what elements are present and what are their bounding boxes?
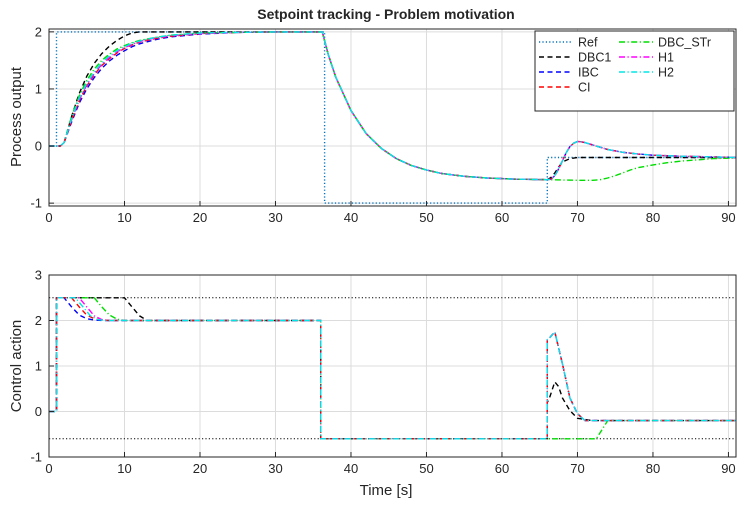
y-tick-label: 2: [35, 24, 42, 39]
series-line-dbc1: [49, 31, 736, 181]
legend-item: Ref: [539, 36, 598, 50]
legend-label: H2: [658, 66, 674, 80]
x-axis-label: Time [s]: [360, 482, 413, 499]
legend-item: DBC1: [539, 51, 611, 65]
series-group: [49, 31, 737, 204]
series-line-dbc1: [49, 297, 736, 440]
y-tick-label: -1: [30, 196, 42, 211]
x-tick-label: 30: [268, 210, 282, 225]
x-tick-label: 40: [344, 210, 358, 225]
legend-item: H2: [619, 66, 674, 80]
legend-label: Ref: [578, 36, 598, 50]
chart-title: Setpoint tracking - Problem motivation: [257, 6, 514, 22]
legend-label: IBC: [578, 66, 599, 80]
y-tick-label: -1: [30, 450, 42, 465]
legend-label: H1: [658, 51, 674, 65]
y-tick-label: 1: [35, 81, 42, 96]
legend-label: DBC_STr: [658, 36, 711, 50]
x-tick-label: 0: [45, 210, 52, 225]
legend-item: H1: [619, 51, 674, 65]
x-tick-label: 0: [45, 461, 52, 476]
series-line-h2: [49, 297, 736, 440]
x-tick-label: 70: [570, 210, 584, 225]
axes-frame: [48, 28, 737, 207]
x-tick-label: 50: [419, 210, 433, 225]
x-tick-label: 60: [495, 210, 509, 225]
legend-box: [534, 30, 735, 112]
legend-item: IBC: [539, 66, 599, 80]
y-tick-label: 2: [35, 313, 42, 328]
x-tick-label: 10: [117, 210, 131, 225]
series-line-h2: [49, 31, 737, 181]
legend-label: CI: [578, 81, 591, 95]
limit-lines: [49, 297, 736, 440]
y-tick-label: 1: [35, 359, 42, 374]
x-tick-label: 80: [646, 210, 660, 225]
x-tick-label: 10: [117, 461, 131, 476]
y-axis-label: Process output: [8, 66, 25, 167]
x-tick-label: 60: [495, 461, 509, 476]
y-tick-label: 0: [35, 404, 42, 419]
series-group: [49, 297, 736, 440]
y-axis-label: Control action: [8, 320, 25, 413]
x-tick-label: 90: [721, 461, 735, 476]
x-tick-label: 50: [419, 461, 433, 476]
x-tick-label: 20: [193, 210, 207, 225]
y-tick-label: 0: [35, 139, 42, 154]
y-tick-label: 3: [35, 268, 42, 283]
legend-item: DBC_STr: [619, 36, 711, 50]
x-tick-label: 70: [570, 461, 584, 476]
legend-label: DBC1: [578, 51, 611, 65]
x-tick-label: 40: [344, 461, 358, 476]
x-tick-label: 30: [268, 461, 282, 476]
legend-item: CI: [539, 81, 591, 95]
x-tick-label: 90: [721, 210, 735, 225]
x-tick-label: 80: [646, 461, 660, 476]
x-tick-label: 20: [193, 461, 207, 476]
